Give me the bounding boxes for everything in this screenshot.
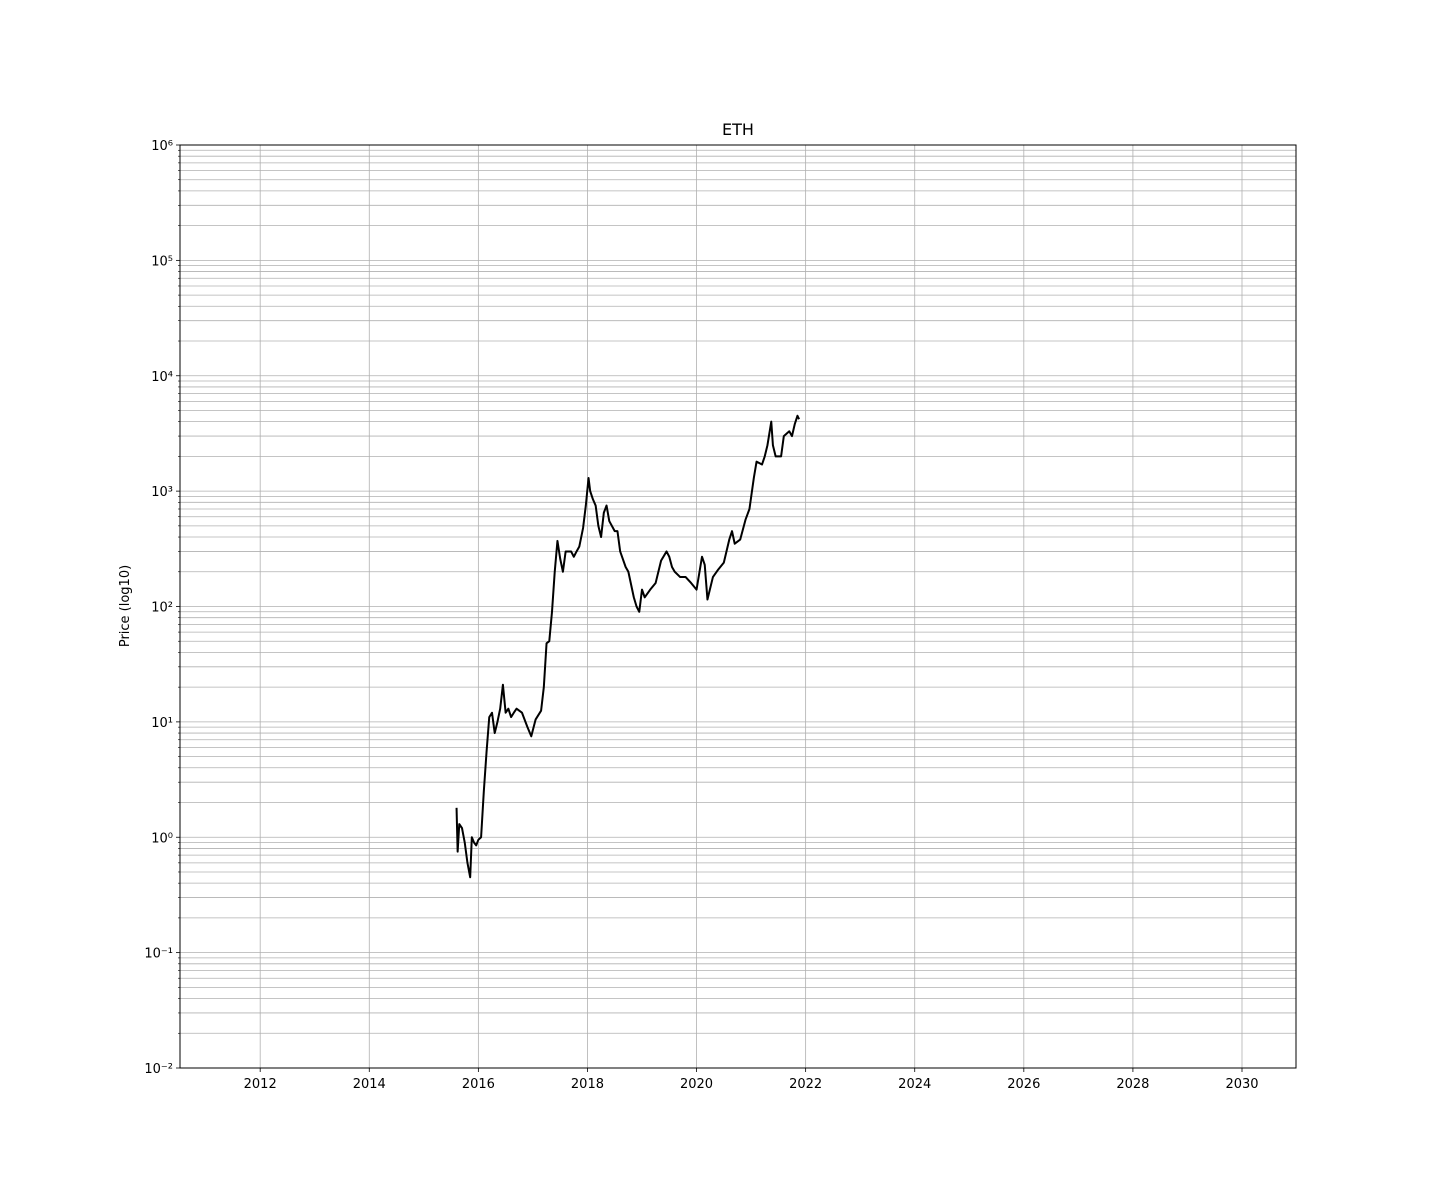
y-tick-label: 10⁶	[151, 139, 173, 154]
y-tick-label: 10⁻¹	[144, 947, 173, 962]
price-line	[455, 414, 800, 879]
chart-title: ETH	[722, 120, 754, 139]
y-tick-label: 10¹	[151, 716, 173, 731]
y-tick-label: 10²	[151, 601, 173, 616]
x-tick-label: 2022	[789, 1077, 822, 1092]
x-tick-label: 2020	[680, 1077, 713, 1092]
plot-frame	[179, 144, 1297, 1069]
x-tick-label: 2016	[462, 1077, 495, 1092]
y-tick-label: 10³	[151, 485, 173, 500]
y-tick-label: 10⁵	[151, 254, 173, 269]
y-tick-label: 10⁰	[151, 831, 173, 846]
x-tick-label: 2014	[353, 1077, 386, 1092]
x-tick-label: 2024	[898, 1077, 931, 1092]
x-tick-label: 2028	[1116, 1077, 1149, 1092]
x-tick-label: 2030	[1225, 1077, 1258, 1092]
x-tick-label: 2018	[571, 1077, 604, 1092]
y-axis-label: Price (log10)	[118, 565, 133, 647]
y-tick-label: 10⁴	[151, 370, 173, 385]
y-tick-label: 10⁻²	[144, 1062, 173, 1077]
x-tick-label: 2012	[244, 1077, 277, 1092]
x-tick-label: 2026	[1007, 1077, 1040, 1092]
